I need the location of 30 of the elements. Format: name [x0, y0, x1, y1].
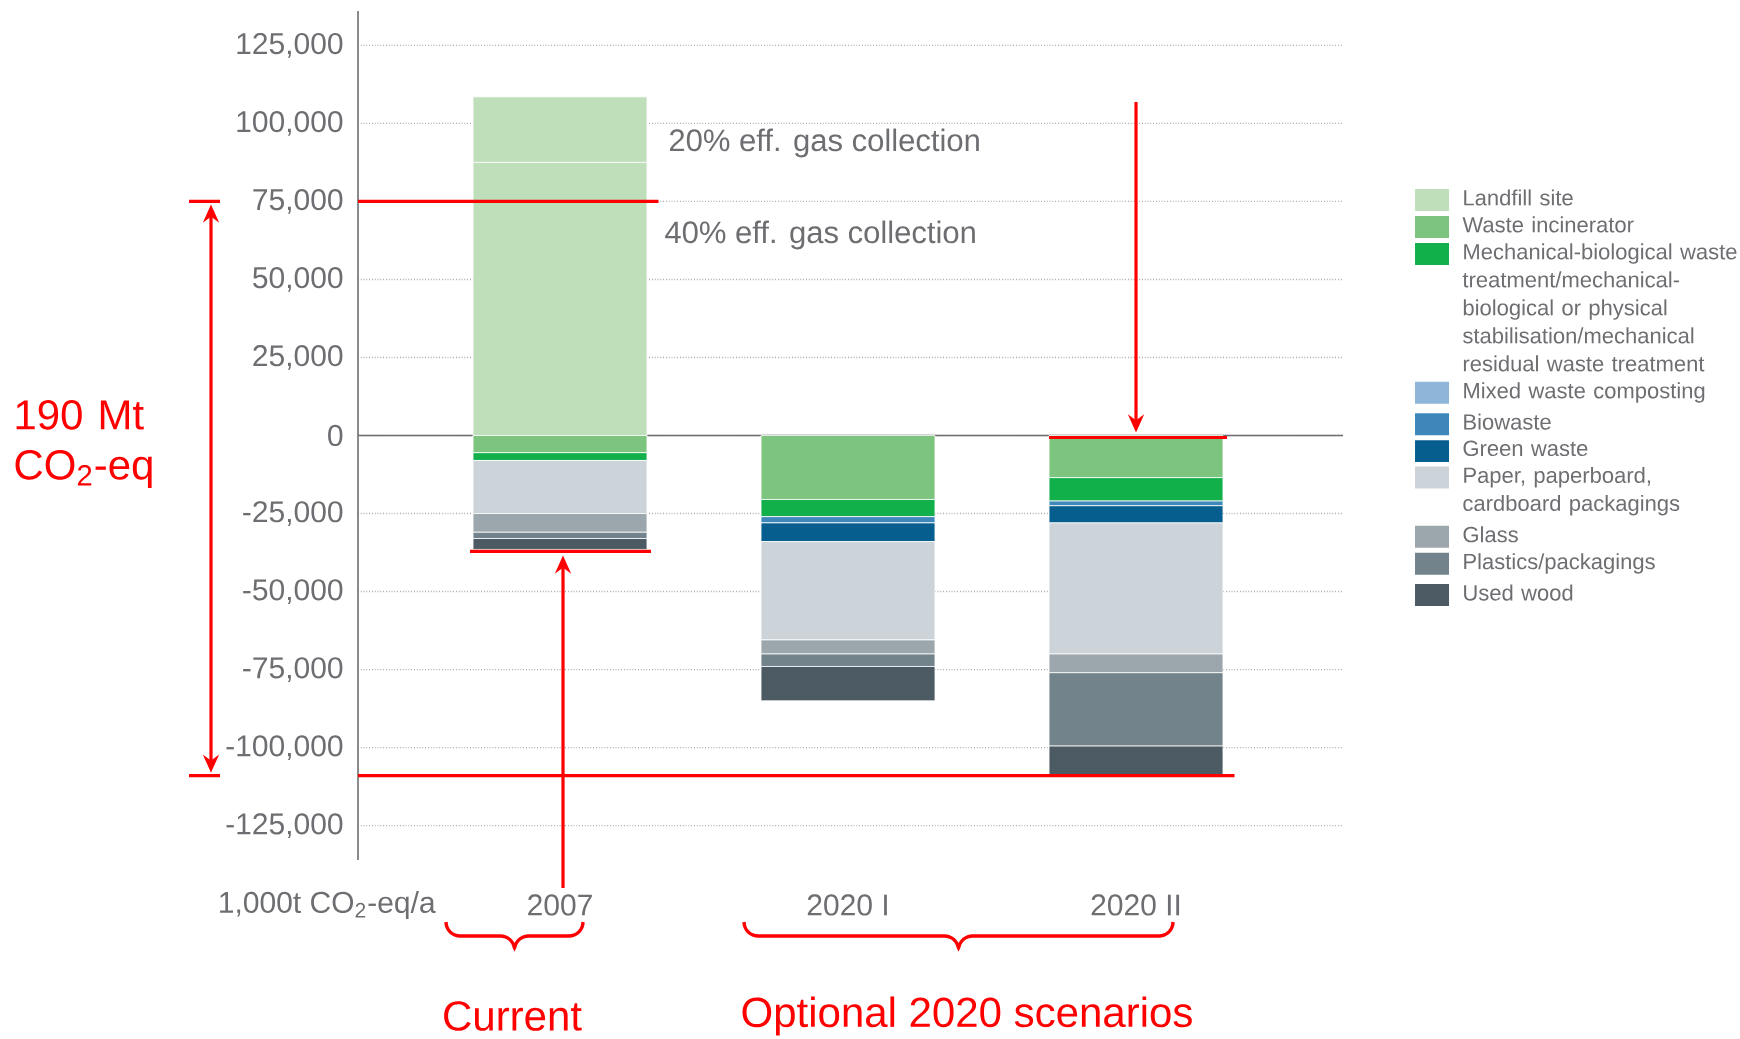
- y-tick-label: -50,000: [243, 579, 343, 604]
- legend-label: Green waste: [1463, 440, 1588, 457]
- legend-label: Used wood: [1464, 584, 1573, 601]
- y-tick-label: -75,000: [243, 657, 343, 682]
- y-tick-label: 100,000: [237, 110, 343, 136]
- x-tick-label: 2020 II: [1091, 894, 1180, 916]
- legend-label: Plastics/packagings: [1464, 553, 1655, 574]
- text: Current: [444, 1001, 582, 1031]
- y-tick-label: 0: [328, 424, 343, 447]
- y-tick-label: -125,000: [226, 813, 343, 839]
- x-tick-label: 2007: [528, 894, 592, 916]
- annotation: 20% eff. gas collection: [669, 128, 979, 158]
- y-tick-label: 125,000: [237, 32, 343, 58]
- legend-label: Biowaste: [1464, 413, 1551, 430]
- legend-label: Mechanical-biological waste treatment/mechanical-biological or physical stabilisation/mechanical residual waste treatment: [1462, 243, 1737, 372]
- annotation: 40% eff. gas collection: [665, 220, 975, 250]
- y-tick-label: -25,000: [243, 501, 343, 526]
- y-tick-label: -100,000: [226, 735, 343, 761]
- x-tick-label: 2020 I: [807, 894, 887, 916]
- text: Optional 2020 scenarios: [742, 996, 1192, 1036]
- y-tick-label: 25,000: [253, 345, 343, 370]
- legend-label: Landfill site: [1464, 189, 1573, 206]
- text: 190 Mt CO$_{2}$-eq: [15, 399, 152, 489]
- y-tick-label: 75,000: [253, 189, 343, 214]
- legend-label: Paper, paperboard, cardboard packagings: [1463, 466, 1680, 516]
- text: 1,000t CO$_{2}$-eq/a: [220, 891, 436, 919]
- legend-label: Glass: [1463, 526, 1518, 543]
- legend-label: Mixed waste composting: [1464, 382, 1705, 403]
- y-tick-label: 50,000: [253, 267, 343, 292]
- legend-label: Waste incinerator: [1462, 216, 1634, 233]
